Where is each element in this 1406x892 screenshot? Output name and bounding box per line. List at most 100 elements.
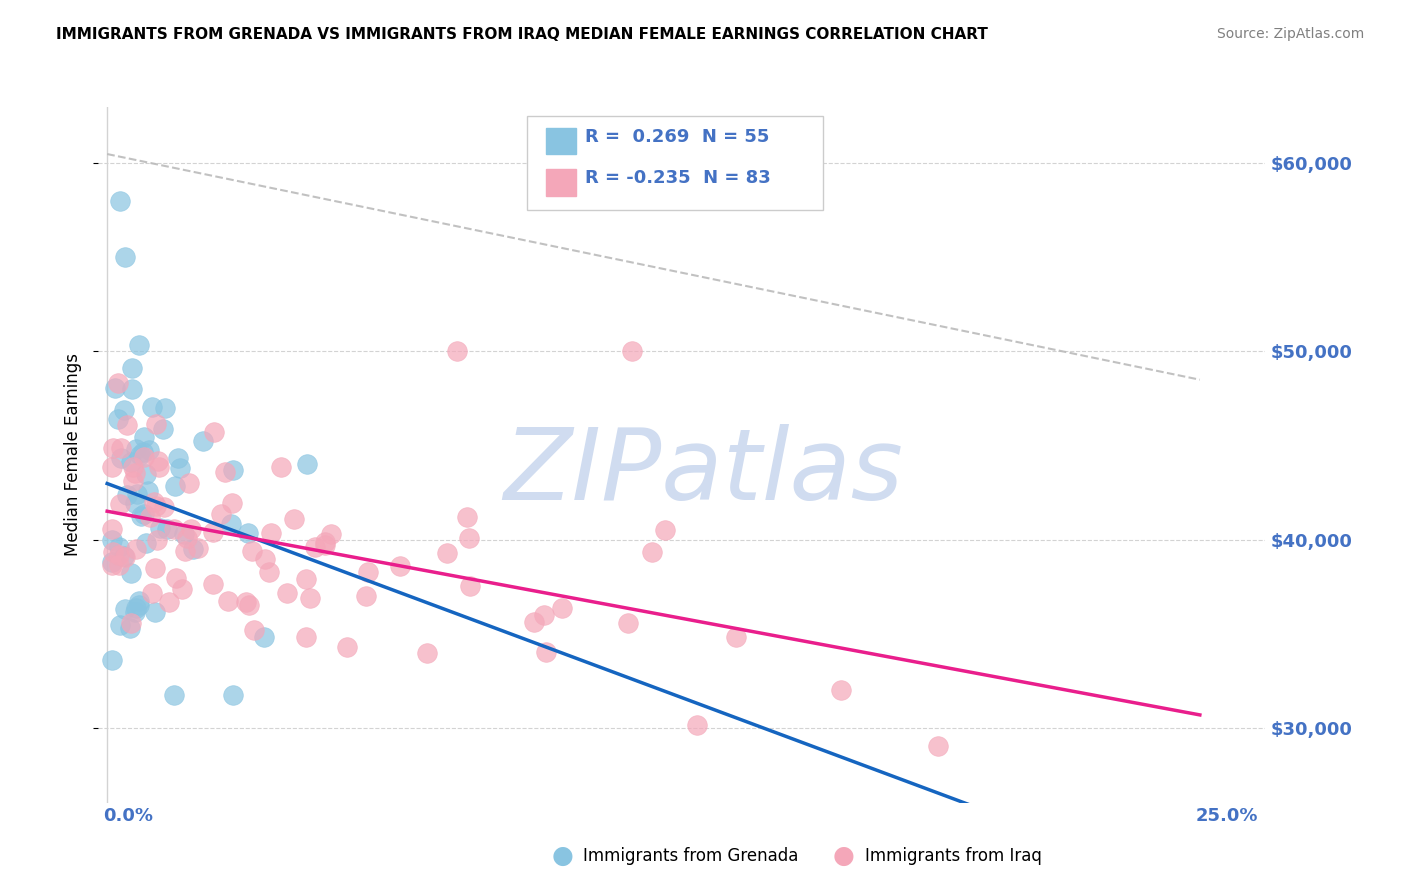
Point xyxy=(115,488,138,502)
Point xyxy=(135,536,157,550)
Point xyxy=(201,577,224,591)
Point xyxy=(124,605,146,619)
Point xyxy=(354,589,377,603)
Text: Immigrants from Grenada: Immigrants from Grenada xyxy=(583,847,799,865)
Point xyxy=(533,608,555,623)
Point xyxy=(259,566,281,580)
Point xyxy=(108,548,131,562)
Point xyxy=(221,496,243,510)
Point xyxy=(725,630,748,644)
Text: ZIPatlas: ZIPatlas xyxy=(503,425,903,521)
Point xyxy=(551,600,574,615)
Point xyxy=(118,621,141,635)
Point xyxy=(238,599,260,613)
Point xyxy=(416,646,439,660)
Point xyxy=(616,615,638,630)
Point xyxy=(124,467,146,481)
Point xyxy=(128,338,150,352)
Point xyxy=(180,522,202,536)
Point xyxy=(145,533,167,547)
Point xyxy=(145,500,167,514)
Point xyxy=(132,507,155,521)
Point xyxy=(115,417,138,432)
Point xyxy=(125,541,148,556)
Point xyxy=(620,344,643,359)
Point xyxy=(128,593,150,607)
Text: IMMIGRANTS FROM GRENADA VS IMMIGRANTS FROM IRAQ MEDIAN FEMALE EARNINGS CORRELATI: IMMIGRANTS FROM GRENADA VS IMMIGRANTS FR… xyxy=(56,27,988,42)
Point xyxy=(136,484,159,499)
Point xyxy=(110,442,132,456)
Point xyxy=(128,598,150,612)
Point xyxy=(148,460,170,475)
Point xyxy=(100,558,122,572)
Point xyxy=(260,525,283,540)
Point xyxy=(181,541,204,556)
Point xyxy=(283,512,305,526)
Point xyxy=(163,688,186,702)
Point xyxy=(153,500,176,514)
Point xyxy=(169,461,191,475)
Point xyxy=(129,448,152,462)
Point xyxy=(240,544,263,558)
Point xyxy=(107,376,129,390)
Point xyxy=(110,450,132,465)
Point xyxy=(254,552,277,566)
Point xyxy=(654,524,676,538)
Point xyxy=(211,507,233,521)
Point xyxy=(153,401,176,415)
Point xyxy=(176,531,198,545)
Point xyxy=(100,522,122,536)
Point xyxy=(125,601,148,615)
Text: 0.0%: 0.0% xyxy=(103,807,153,825)
Point xyxy=(141,586,163,600)
Point xyxy=(110,497,132,511)
Point xyxy=(222,688,245,702)
Y-axis label: Median Female Earnings: Median Female Earnings xyxy=(63,353,82,557)
Text: ●: ● xyxy=(551,845,574,868)
Point xyxy=(156,522,179,536)
Point xyxy=(100,533,122,548)
Point xyxy=(108,541,131,555)
Point xyxy=(120,616,142,631)
Text: ●: ● xyxy=(832,845,855,868)
Point xyxy=(295,630,318,644)
Point xyxy=(456,510,478,524)
Text: R =  0.269  N = 55: R = 0.269 N = 55 xyxy=(585,128,769,145)
Point xyxy=(152,422,174,436)
Point xyxy=(357,565,380,579)
Point xyxy=(112,549,135,564)
Point xyxy=(121,382,143,396)
Point xyxy=(108,558,131,573)
Point xyxy=(173,543,195,558)
Point xyxy=(103,441,125,455)
Point xyxy=(145,417,167,432)
Point xyxy=(235,595,257,609)
Point xyxy=(270,459,292,474)
Point xyxy=(253,630,276,644)
Point xyxy=(131,445,153,459)
Text: 25.0%: 25.0% xyxy=(1197,807,1258,825)
Point xyxy=(389,558,412,573)
Point xyxy=(221,516,243,531)
Point xyxy=(112,403,135,417)
Point xyxy=(121,459,143,474)
Point xyxy=(314,537,336,551)
Point xyxy=(640,545,662,559)
Text: Source: ZipAtlas.com: Source: ZipAtlas.com xyxy=(1216,27,1364,41)
Point xyxy=(110,194,132,208)
Point xyxy=(686,717,709,731)
Point xyxy=(143,495,166,509)
Point xyxy=(243,623,266,637)
Point xyxy=(173,527,195,541)
Point xyxy=(108,618,131,632)
Point xyxy=(100,555,122,569)
Point xyxy=(120,566,142,580)
Text: Immigrants from Iraq: Immigrants from Iraq xyxy=(865,847,1042,865)
Point xyxy=(100,653,122,667)
Point xyxy=(177,475,200,490)
Point xyxy=(460,579,482,593)
Point xyxy=(132,430,155,444)
Point xyxy=(295,572,318,586)
Point xyxy=(276,586,298,600)
Point xyxy=(217,594,239,608)
